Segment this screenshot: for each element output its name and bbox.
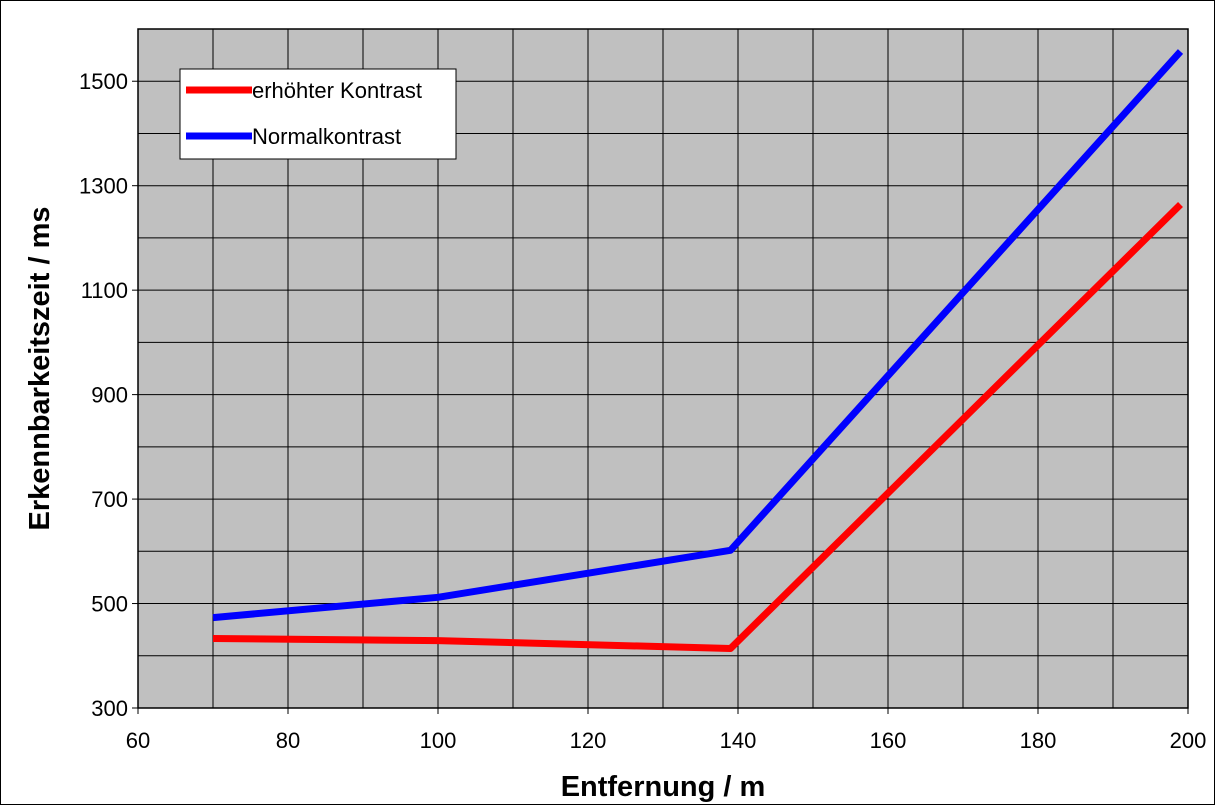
x-tick-label: 200 [1170, 728, 1207, 753]
y-tick-label: 1100 [81, 278, 128, 303]
x-tick-label: 60 [126, 728, 150, 753]
tick-labels: 60 80 100 120 140 160 180 200 300 500 700 900 1100 13… [79, 69, 1206, 753]
y-axis-title: Erkennbarkeitszeit / ms [24, 207, 56, 531]
x-tick-label: 80 [276, 728, 300, 753]
legend: erhöhter Kontrast Normalkontrast [179, 68, 457, 160]
y-tick-label: 700 [91, 487, 128, 512]
grid-lines [137, 28, 1189, 709]
y-tick-label: 1500 [79, 69, 128, 94]
legend-label-2: Normalkontrast [252, 124, 401, 149]
legend-label-1: erhöhter Kontrast [252, 78, 422, 103]
x-tick-label: 100 [420, 728, 457, 753]
x-tick-label: 180 [1020, 728, 1057, 753]
series-line-2 [212, 49, 1184, 622]
x-tick-label: 160 [870, 728, 907, 753]
x-tick-label: 120 [570, 728, 607, 753]
x-tick-label: 140 [720, 728, 757, 753]
y-tick-label: 500 [91, 592, 128, 617]
y-tick-label: 900 [91, 383, 128, 408]
series-line-1 [212, 202, 1183, 652]
y-tick-label: 1300 [79, 174, 128, 199]
plot-border [137, 28, 1189, 709]
y-tick-label: 300 [91, 696, 128, 721]
x-axis-title: Entfernung / m [561, 771, 766, 803]
legend-box [179, 68, 457, 160]
series-lines [212, 49, 1184, 652]
